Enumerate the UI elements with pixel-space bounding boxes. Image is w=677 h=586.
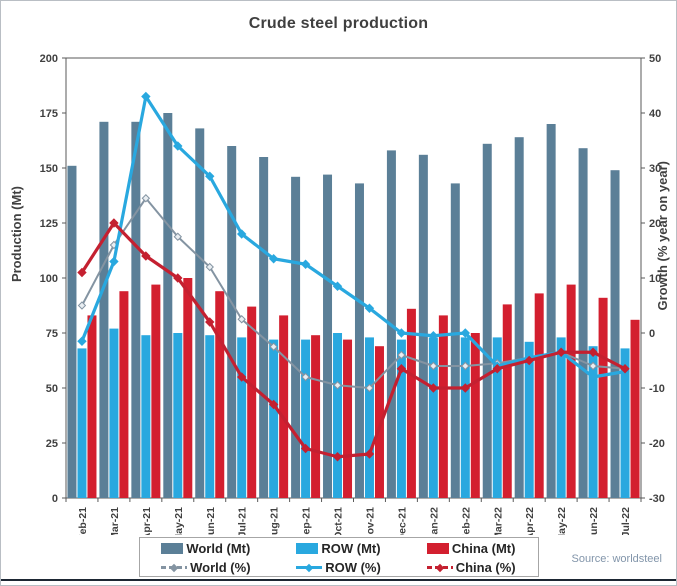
line-series-china — [77, 218, 630, 462]
svg-text:100: 100 — [40, 273, 58, 285]
x-axis: Feb-21 Mar-21 Apr-21 May-21 Jun-21 Jul-21 Aug-… — [65, 498, 642, 535]
legend-label: ROW (%) — [325, 560, 381, 575]
row-line-swatch-icon — [296, 566, 323, 569]
svg-text:20: 20 — [649, 218, 661, 230]
china-line-swatch-icon — [426, 566, 453, 569]
svg-text:Apr-22: Apr-22 — [524, 507, 536, 535]
world-bar-swatch-icon — [161, 543, 184, 554]
svg-text:Oct-21: Oct-21 — [333, 507, 345, 535]
legend-label: World (%) — [190, 560, 251, 575]
legend-label: China (Mt) — [451, 541, 516, 556]
legend-item-row-mt: ROW (Mt) — [272, 541, 405, 556]
bar-series-rowmt — [77, 328, 630, 498]
chart-plot-area: 0 25 50 75 100 125 150 175 200 -30 -20 -10 0 10 20 30 40… — [40, 53, 665, 535]
row-bar-swatch-icon — [296, 543, 319, 554]
svg-text:Sep-21: Sep-21 — [301, 507, 313, 535]
svg-text:-20: -20 — [649, 438, 665, 450]
svg-text:Feb-22: Feb-22 — [460, 507, 472, 535]
svg-text:Dec-21: Dec-21 — [396, 507, 408, 535]
svg-text:Jun-21: Jun-21 — [205, 507, 217, 535]
svg-text:-10: -10 — [649, 383, 665, 395]
china-bar-swatch-icon — [426, 543, 449, 554]
legend-label: China (%) — [455, 560, 516, 575]
svg-text:30: 30 — [649, 163, 661, 175]
left-axis: 0 25 50 75 100 125 150 175 200 — [40, 53, 66, 505]
legend-label: World (Mt) — [186, 541, 251, 556]
svg-text:Nov-21: Nov-21 — [364, 507, 376, 535]
line-series-world — [77, 194, 630, 393]
svg-text:Mar-22: Mar-22 — [492, 507, 504, 535]
svg-text:0: 0 — [52, 493, 58, 505]
svg-text:Jun-22: Jun-22 — [588, 507, 600, 535]
svg-text:Feb-21: Feb-21 — [77, 507, 89, 535]
svg-text:Jul-22: Jul-22 — [620, 507, 632, 535]
source-attribution: Source: worldsteel — [571, 553, 663, 565]
svg-text:50: 50 — [46, 383, 58, 395]
chart-title: Crude steel production — [248, 15, 429, 32]
right-axis: -30 -20 -10 0 10 20 30 40 50 — [641, 53, 665, 505]
svg-text:10: 10 — [649, 273, 661, 285]
svg-text:May-21: May-21 — [173, 507, 185, 535]
svg-text:0: 0 — [649, 328, 655, 340]
svg-text:-30: -30 — [649, 493, 665, 505]
bottom-divider — [1, 579, 676, 581]
svg-text:150: 150 — [40, 163, 58, 175]
svg-text:May-22: May-22 — [556, 507, 568, 535]
svg-text:Mar-21: Mar-21 — [109, 507, 121, 535]
svg-text:Aug-21: Aug-21 — [269, 507, 281, 535]
legend-item-world-pct: World (%) — [140, 560, 273, 575]
svg-text:75: 75 — [46, 328, 58, 340]
svg-text:Jan-22: Jan-22 — [428, 507, 440, 535]
bar-series-chinamt — [87, 278, 640, 498]
svg-text:175: 175 — [40, 108, 58, 120]
svg-text:25: 25 — [46, 438, 58, 450]
legend-label: ROW (Mt) — [321, 541, 381, 556]
legend-item-row-pct: ROW (%) — [272, 560, 405, 575]
svg-text:50: 50 — [649, 53, 661, 65]
svg-text:200: 200 — [40, 53, 58, 65]
legend-item-world-mt: World (Mt) — [140, 541, 273, 556]
legend-item-china-pct: China (%) — [405, 560, 538, 575]
chart-legend: World (Mt) ROW (Mt) China (Mt) World (%)… — [138, 537, 539, 577]
svg-text:125: 125 — [40, 218, 58, 230]
bar-series-worldmt — [67, 113, 620, 499]
world-line-swatch-icon — [161, 566, 188, 569]
line-series-row — [77, 91, 630, 382]
legend-item-china-mt: China (Mt) — [405, 541, 538, 556]
svg-text:Jul-21: Jul-21 — [237, 507, 249, 535]
svg-text:40: 40 — [649, 108, 661, 120]
svg-text:Apr-21: Apr-21 — [141, 507, 153, 535]
